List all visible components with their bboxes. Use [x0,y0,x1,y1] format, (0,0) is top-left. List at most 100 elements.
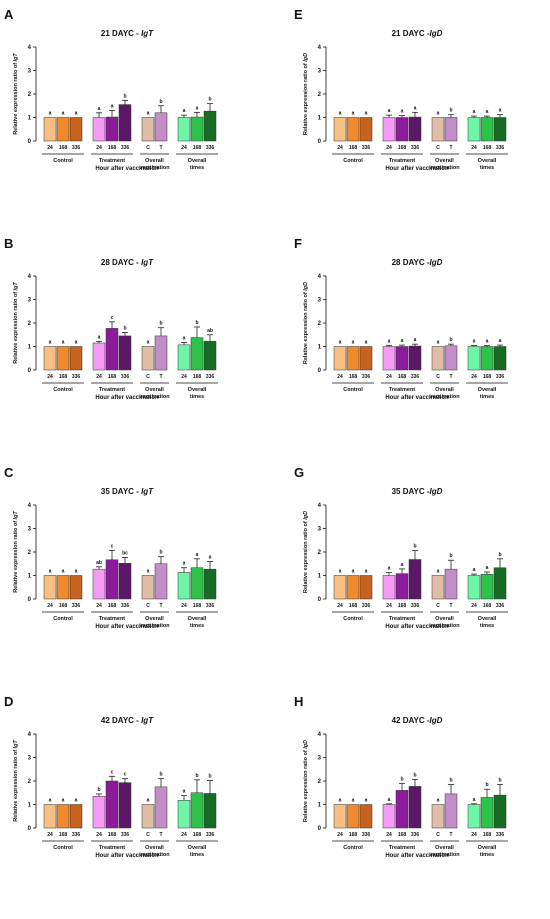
x-tick-label: 336 [496,832,505,838]
bar [444,345,458,371]
bar [444,793,458,829]
y-tick-label: 2 [28,321,32,327]
y-tick-label: 3 [28,298,32,304]
x-tick-label: 24 [471,145,477,151]
significance-letter: a [352,340,355,346]
y-axis-label-gene: IgD [303,511,309,520]
significance-letter: b [208,97,211,103]
bar [190,792,204,829]
y-axis-label-gene: IgD [303,53,309,62]
chart-panel-a: A 21 DAYC - IgT Relative expression ratio … [4,7,218,172]
y-axis-label: Relative expression ratio of IgT [13,53,19,135]
x-tick-label: 336 [496,603,505,609]
x-tick-label: 336 [496,145,505,151]
group-label: Treatment [99,845,125,851]
significance-letter: a [437,798,440,804]
significance-letter: a [75,111,78,117]
bar [382,804,396,829]
significance-letter: a [183,336,186,342]
y-tick-label: 4 [318,732,322,738]
chart-title: 28 DAYC -IgD [392,258,443,267]
significance-letter: ab [96,560,102,566]
significance-letter: a [401,109,404,115]
group-label: Control [53,158,73,164]
bar [493,117,507,142]
y-tick-label: 0 [28,826,32,832]
x-tick-label: 168 [483,374,492,380]
y-tick-label: 0 [28,368,32,374]
bar [154,563,168,600]
significance-letter: a [49,798,52,804]
group-label: Treatment [389,158,415,164]
bar [431,575,445,600]
x-tick-label: 336 [411,374,420,380]
chart-panel-f: F 28 DAYC -IgD Relative expression ratio o… [294,236,508,401]
chart-title-gene: IgD [430,29,443,38]
significance-letter: a [147,798,150,804]
x-tick-label: 336 [411,145,420,151]
group-label: Control [343,158,363,164]
x-tick-label: 336 [362,145,371,151]
x-tick-label: 336 [496,374,505,380]
bar [431,117,445,142]
x-tick-label: C [436,145,440,151]
bar [141,117,155,142]
bar [359,117,373,142]
x-tick-label: 24 [337,832,343,838]
significance-letter: b [195,320,198,326]
chart-title: 35 DAYC - IgT [101,487,154,496]
chart-panel-g: G 35 DAYC -IgD Relative expression ratio o… [294,465,508,630]
y-axis-label-gene: IgD [303,282,309,291]
x-tick-label: 336 [72,374,81,380]
bar [141,346,155,371]
significance-letter: a [196,105,199,111]
group-label: Overall [435,158,454,164]
significance-letter: a [49,569,52,575]
y-tick-label: 2 [28,92,32,98]
significance-letter: a [62,340,65,346]
group-label: Overall [435,616,454,622]
group-label: Control [53,616,73,622]
x-tick-label: 24 [471,603,477,609]
significance-letter: b [413,544,416,550]
significance-letter: b [498,552,501,558]
y-tick-label: 2 [318,550,322,556]
x-tick-label: 168 [193,603,202,609]
x-tick-label: 24 [47,374,53,380]
bar [395,346,409,371]
y-axis-label: Relative expression ratio of IgT [13,282,19,364]
bar [467,575,481,600]
group-label: Control [343,616,363,622]
significance-letter: a [209,554,212,560]
x-tick-label: C [146,145,150,151]
bar [333,117,347,142]
y-tick-label: 0 [318,597,322,603]
x-tick-label: 336 [121,145,130,151]
x-tick-label: 24 [47,145,53,151]
x-tick-label: 24 [386,374,392,380]
significance-letter: b [498,778,501,784]
significance-letter: a [183,789,186,795]
x-axis-title: Hour after vaccination [95,624,159,630]
bar [43,804,57,829]
y-tick-label: 1 [318,116,322,122]
x-tick-label: 168 [108,145,117,151]
y-tick-label: 4 [28,274,32,280]
x-tick-label: C [436,832,440,838]
significance-letter: a [339,340,342,346]
x-tick-label: 336 [72,832,81,838]
significance-letter: b [449,108,452,114]
x-tick-label: 168 [349,374,358,380]
x-tick-label: 336 [362,374,371,380]
y-axis-label: Relative expression ratio of IgD [303,740,309,822]
y-tick-label: 1 [28,345,32,351]
y-tick-label: 1 [318,574,322,580]
x-tick-label: T [159,832,162,838]
bar [359,804,373,829]
x-tick-label: T [159,374,162,380]
y-tick-label: 2 [28,779,32,785]
x-tick-label: 168 [59,145,68,151]
x-tick-label: 168 [349,832,358,838]
group-label: times [190,852,204,858]
group-label: Overall [435,387,454,393]
